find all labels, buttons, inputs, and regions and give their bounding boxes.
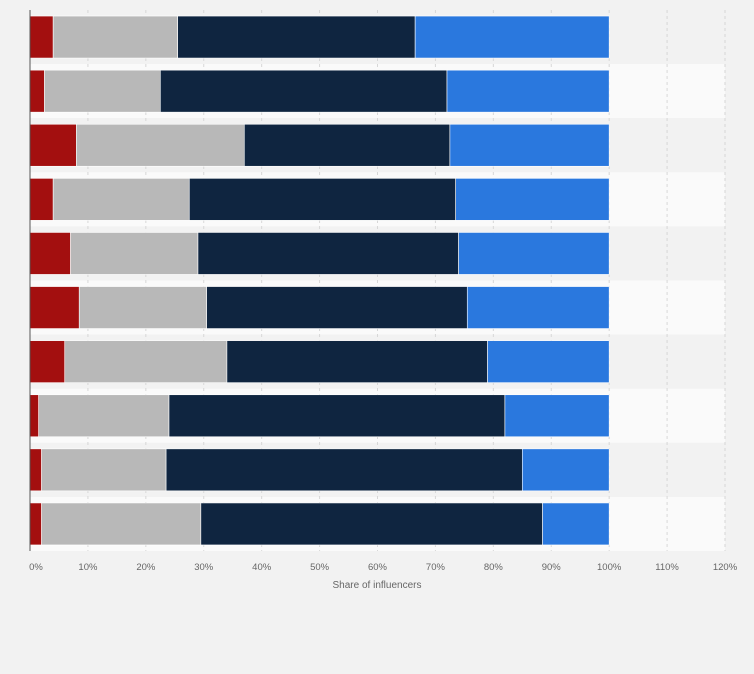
bar-segment-series-4[interactable] [487, 340, 610, 383]
x-tick-label: 110% [655, 562, 679, 573]
bar-segment-series-2[interactable] [78, 286, 207, 329]
x-tick-label: 0% [29, 562, 43, 573]
bar-segment-series-2[interactable] [41, 448, 167, 492]
bar-segment-series-4[interactable] [504, 394, 610, 438]
bar-segment-series-1[interactable] [29, 286, 80, 329]
bar-segment-series-2[interactable] [44, 69, 161, 113]
bar-segment-series-1[interactable] [29, 232, 71, 275]
x-tick-labels: 0% 10% 20% 30% 40% 50% 60% 70% 80% 90% 100% 110% 120… [29, 562, 738, 573]
bar-segment-series-2[interactable] [76, 123, 245, 167]
bar-segment-series-2[interactable] [70, 232, 199, 275]
bar-segment-series-1[interactable] [29, 394, 39, 438]
x-tick-label: 90% [542, 562, 562, 573]
x-tick-label: 60% [368, 562, 388, 573]
bar-segment-series-3[interactable] [206, 286, 468, 329]
bar-segment-series-2[interactable] [38, 394, 170, 438]
x-tick-label: 100% [597, 562, 622, 573]
x-tick-label: 120% [713, 562, 738, 573]
bar-segment-series-4[interactable] [542, 502, 610, 546]
bar-segment-series-3[interactable] [200, 502, 543, 546]
bar-segment-series-4[interactable] [521, 448, 610, 492]
bar-segment-series-4[interactable] [414, 15, 610, 59]
bar-segment-series-1[interactable] [29, 340, 66, 383]
bar-segment-series-2[interactable] [52, 15, 178, 59]
bar-segment-series-4[interactable] [449, 123, 610, 167]
x-axis-label: Share of influencers [333, 580, 422, 591]
bar-segment-series-4[interactable] [458, 232, 610, 275]
bar-segment-series-1[interactable] [29, 448, 42, 492]
x-tick-label: 50% [310, 562, 330, 573]
bar-segment-series-2[interactable] [52, 178, 190, 221]
x-tick-label: 20% [136, 562, 156, 573]
bar-segment-series-4[interactable] [446, 69, 610, 113]
bar-segment-series-1[interactable] [29, 178, 54, 221]
x-tick-label: 10% [78, 562, 98, 573]
bar-segment-series-3[interactable] [243, 123, 451, 167]
x-tick-label: 70% [426, 562, 446, 573]
bar-segment-series-3[interactable] [168, 394, 506, 438]
bar-segment-series-4[interactable] [466, 286, 610, 329]
bar-segment-series-1[interactable] [29, 69, 45, 113]
bar-segment-series-3[interactable] [226, 340, 488, 383]
bar-segment-series-3[interactable] [165, 448, 523, 492]
bars [29, 15, 610, 546]
bar-segment-series-2[interactable] [41, 502, 202, 546]
bar-segment-series-4[interactable] [455, 178, 610, 221]
x-tick-label: 80% [484, 562, 504, 573]
bar-segment-series-1[interactable] [29, 502, 42, 546]
bar-segment-series-1[interactable] [29, 123, 77, 167]
x-tick-label: 30% [194, 562, 214, 573]
bar-segment-series-3[interactable] [160, 69, 448, 113]
bar-segment-series-3[interactable] [188, 178, 456, 221]
bar-segment-series-1[interactable] [29, 15, 54, 59]
bar-segment-series-3[interactable] [177, 15, 416, 59]
bar-segment-series-2[interactable] [64, 340, 228, 383]
x-tick-label: 40% [252, 562, 272, 573]
bar-segment-series-3[interactable] [197, 232, 459, 275]
